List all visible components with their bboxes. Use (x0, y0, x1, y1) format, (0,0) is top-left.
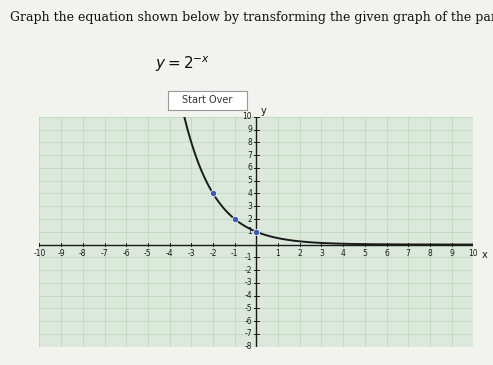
Text: 3: 3 (319, 249, 324, 258)
Text: 10: 10 (468, 249, 478, 258)
Text: 1: 1 (247, 227, 252, 236)
Text: 6: 6 (384, 249, 389, 258)
Text: 9: 9 (247, 125, 252, 134)
Text: -2: -2 (209, 249, 217, 258)
Text: -3: -3 (245, 278, 252, 287)
Text: -1: -1 (231, 249, 239, 258)
Text: 7: 7 (406, 249, 411, 258)
Text: 1: 1 (276, 249, 281, 258)
Text: -3: -3 (187, 249, 195, 258)
Text: 2: 2 (247, 215, 252, 223)
Text: 8: 8 (247, 138, 252, 147)
Text: -7: -7 (245, 330, 252, 338)
Text: -1: -1 (245, 253, 252, 262)
Text: Start Over: Start Over (182, 95, 232, 105)
Text: 4: 4 (341, 249, 346, 258)
Text: $y = 2^{-x}$: $y = 2^{-x}$ (155, 55, 210, 74)
Text: -4: -4 (245, 291, 252, 300)
Text: -4: -4 (166, 249, 174, 258)
Text: -5: -5 (245, 304, 252, 313)
Text: -6: -6 (122, 249, 130, 258)
Text: 2: 2 (297, 249, 302, 258)
Text: 5: 5 (362, 249, 367, 258)
Text: 4: 4 (247, 189, 252, 198)
Text: y: y (261, 105, 267, 115)
Text: 3: 3 (247, 202, 252, 211)
Text: -2: -2 (245, 266, 252, 274)
Text: x: x (481, 250, 487, 260)
Text: 8: 8 (427, 249, 432, 258)
Text: -8: -8 (79, 249, 87, 258)
Text: 6: 6 (247, 164, 252, 172)
Text: 9: 9 (449, 249, 454, 258)
Text: -5: -5 (144, 249, 152, 258)
Text: 5: 5 (247, 176, 252, 185)
Text: -8: -8 (245, 342, 252, 351)
Text: 7: 7 (247, 151, 252, 160)
Text: 10: 10 (243, 112, 252, 121)
Text: Graph the equation shown below by transforming the given graph of the parent fun: Graph the equation shown below by transf… (10, 11, 493, 24)
Text: -10: -10 (33, 249, 46, 258)
Text: -7: -7 (101, 249, 108, 258)
Text: -6: -6 (245, 317, 252, 326)
Text: -9: -9 (57, 249, 65, 258)
